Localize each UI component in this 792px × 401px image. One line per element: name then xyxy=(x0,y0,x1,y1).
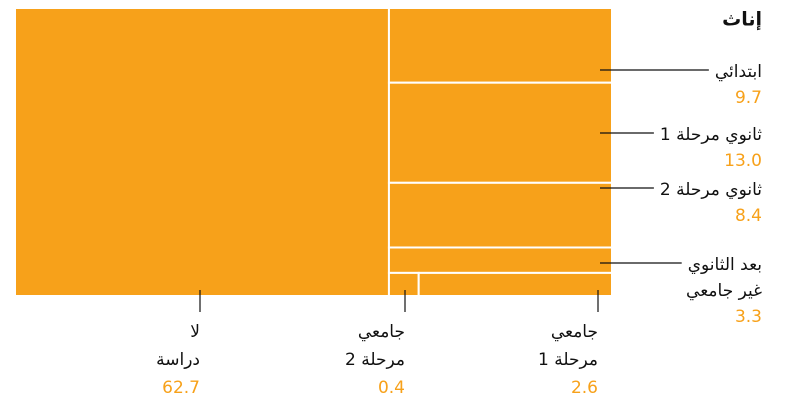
value-label: 9.7 xyxy=(735,88,762,108)
value-label: 0.4 xyxy=(378,378,405,398)
value-label: 2.6 xyxy=(571,378,598,398)
cell-label: بعد الثانوي xyxy=(688,255,762,275)
value-label: 3.3 xyxy=(735,307,762,327)
treemap-cell xyxy=(387,181,614,249)
treemap-cell xyxy=(387,81,614,184)
cell-label: دراسة xyxy=(156,350,200,370)
treemap-cell xyxy=(14,7,390,297)
treemap-cell xyxy=(387,271,420,298)
value-label: 8.4 xyxy=(735,206,762,226)
value-label: 62.7 xyxy=(162,378,200,398)
cell-label: غير جامعي xyxy=(686,281,762,301)
chart-title: إناث xyxy=(722,9,762,31)
treemap-cell xyxy=(387,7,614,84)
value-label: 13.0 xyxy=(724,151,762,171)
cell-label: جامعي xyxy=(358,322,405,342)
cell-label: لا xyxy=(190,322,200,342)
cell-label: جامعي xyxy=(551,322,598,342)
treemap-cell xyxy=(417,271,613,298)
cell-label: ابتدائي xyxy=(715,62,762,82)
cell-label: ثانوي مرحلة 2 xyxy=(660,180,762,200)
treemap-cell xyxy=(387,246,614,274)
cell-label: مرحلة 2 xyxy=(345,350,405,370)
cell-label: مرحلة 1 xyxy=(538,350,598,370)
cell-label: ثانوي مرحلة 1 xyxy=(660,125,762,145)
